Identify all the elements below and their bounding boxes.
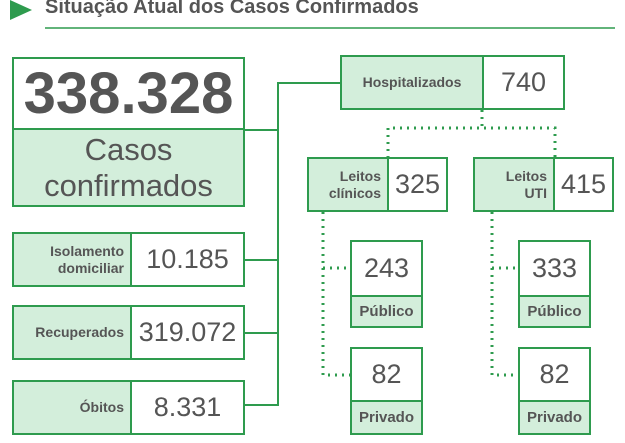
hospitalized-value: 740 xyxy=(482,55,565,110)
summary-label: Óbitos xyxy=(12,380,132,435)
dotted-links xyxy=(321,110,557,377)
summary-label: Recuperados xyxy=(12,305,132,360)
public-label: Público xyxy=(350,295,423,328)
private-value: 82 xyxy=(518,347,591,402)
public-label: Público xyxy=(518,295,591,328)
bed-value: 325 xyxy=(387,157,448,212)
title: Situação Atual dos Casos Confirmados xyxy=(45,0,419,18)
total-label: Casos confirmados xyxy=(12,128,245,207)
title-arrow xyxy=(10,0,32,20)
private-label: Privado xyxy=(350,400,423,435)
public-value: 243 xyxy=(350,240,423,297)
summary-value: 8.331 xyxy=(130,380,245,435)
solid-links xyxy=(245,82,340,406)
summary-label: Isolamento domiciliar xyxy=(12,232,132,287)
bed-label: Leitos UTI xyxy=(473,157,555,212)
private-value: 82 xyxy=(350,347,423,402)
summary-value: 319.072 xyxy=(130,305,245,360)
total-value: 338.328 xyxy=(12,57,245,130)
bed-label: Leitos clínicos xyxy=(307,157,389,212)
bed-value: 415 xyxy=(553,157,614,212)
summary-value: 10.185 xyxy=(130,232,245,287)
hospitalized-label: Hospitalizados xyxy=(340,55,484,110)
private-label: Privado xyxy=(518,400,591,435)
public-value: 333 xyxy=(518,240,591,297)
